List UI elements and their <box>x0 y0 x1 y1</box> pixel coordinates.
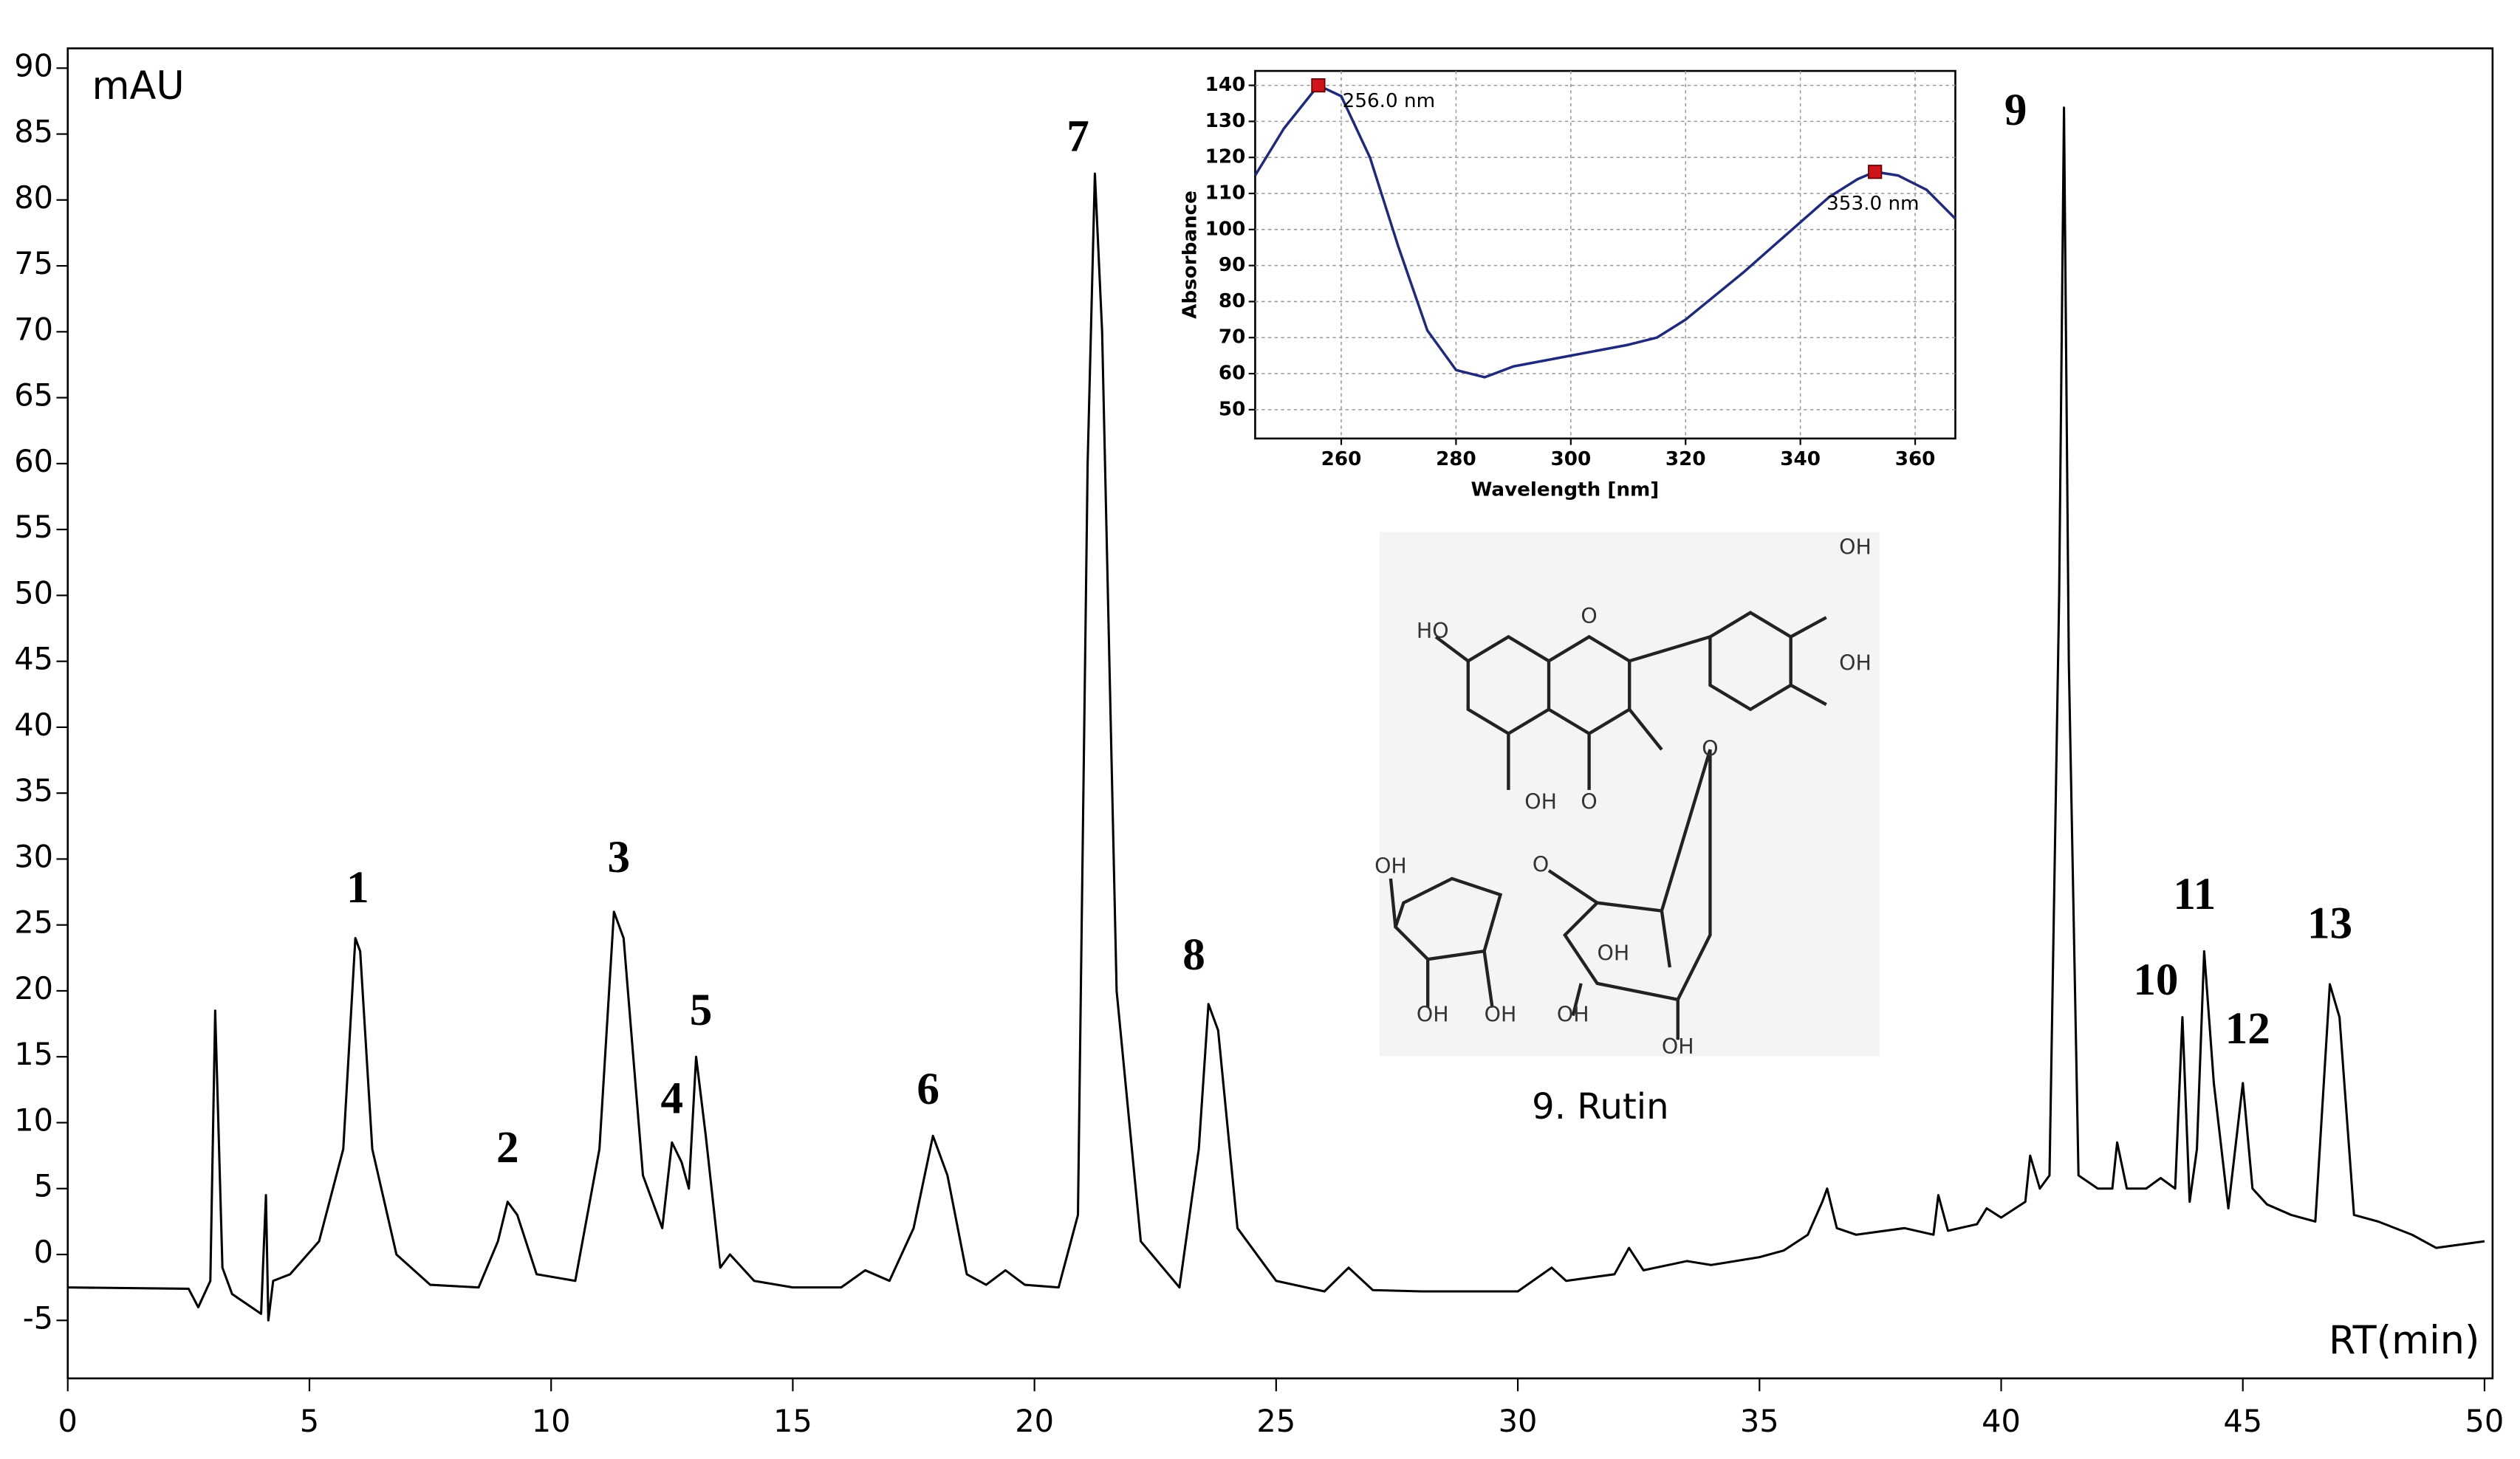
structure-panel <box>1379 532 1880 1057</box>
y-tick-label: 80 <box>1219 290 1245 312</box>
y-tick-label: 90 <box>1219 254 1245 276</box>
atom-label: OH <box>1839 535 1872 559</box>
y-tick-label: 50 <box>14 574 53 611</box>
y-tick-label: 55 <box>14 509 53 545</box>
x-tick-label: 50 <box>2465 1403 2504 1439</box>
y-tick-label: 5 <box>34 1168 53 1204</box>
y-tick-label: 60 <box>1219 363 1245 385</box>
y-tick-label: 80 <box>14 179 53 216</box>
inset-background <box>1166 58 1967 507</box>
y-tick-label: 70 <box>14 311 53 347</box>
plot-frame <box>1254 69 1956 440</box>
x-tick-label: 0 <box>58 1403 78 1439</box>
y-tick-label: -5 <box>23 1300 53 1336</box>
structure: HO OH OH OH O O O O OH OH OH OH OH OH 9.… <box>1374 532 1880 1127</box>
atom-label: OH <box>1598 941 1630 966</box>
y-tick-label: 85 <box>14 114 53 150</box>
peak-label: 7 <box>1066 112 1089 162</box>
atom-label: OH <box>1485 1003 1517 1027</box>
y-tick-label: 30 <box>14 838 53 874</box>
x-tick-label: 5 <box>300 1403 319 1439</box>
peak-label: 3 <box>608 833 631 882</box>
y-tick-label: 45 <box>14 641 53 677</box>
chromatogram: 0 5 10 15 20 25 30 35 40 45 50-5051015202530354045… <box>14 47 2504 1439</box>
y-tick-label: 35 <box>14 772 53 809</box>
y-tick-label: 60 <box>14 443 53 479</box>
x-tick-label: 20 <box>1015 1403 1054 1439</box>
y-tick-label: 15 <box>14 1036 53 1072</box>
peak-label: 4 <box>661 1074 684 1124</box>
structure-caption: 9. Rutin <box>1532 1086 1668 1127</box>
x-tick-label: 340 <box>1780 448 1821 470</box>
peak-label: 353.0 nm <box>1826 193 1919 215</box>
x-tick-label: 30 <box>1499 1403 1538 1439</box>
y-tick-label: 50 <box>1219 398 1245 420</box>
peak-label: 9 <box>2004 86 2027 135</box>
peak-marker <box>1868 165 1883 179</box>
data-line <box>67 106 2485 1322</box>
y-tick-label: 120 <box>1205 146 1246 168</box>
atom-label: OH <box>1524 789 1557 814</box>
atom-label: O <box>1533 853 1549 877</box>
x-tick-label: 360 <box>1895 448 1936 470</box>
atom-label: O <box>1581 604 1597 628</box>
y-tick-label: 100 <box>1205 218 1246 240</box>
peak-label: 1 <box>346 863 369 913</box>
atom-label: HO <box>1417 619 1449 643</box>
atom-label: OH <box>1557 1003 1589 1027</box>
y-tick-label: 75 <box>14 245 53 281</box>
y-axis-label: Absorbance <box>1179 190 1202 319</box>
peak-marker <box>1311 78 1326 93</box>
atom-label: O <box>1581 789 1597 814</box>
atom-label: O <box>1702 736 1718 761</box>
bonds <box>1434 611 1827 790</box>
peak-label: 10 <box>2133 955 2178 1005</box>
peak-label: 12 <box>2225 1004 2270 1054</box>
x-tick-label: 45 <box>2223 1403 2262 1439</box>
data-line <box>1253 83 1956 379</box>
atom-label: OH <box>1417 1003 1449 1027</box>
sugar-bonds <box>1389 749 1712 1040</box>
y-tick-label: 0 <box>34 1234 53 1270</box>
y-tick-label: 65 <box>14 377 53 413</box>
y-tick-label: 10 <box>14 1102 53 1138</box>
y-tick-label: 110 <box>1205 182 1246 205</box>
x-tick-label: 300 <box>1550 448 1591 470</box>
plot-frame <box>66 47 2494 1380</box>
y-tick-label: 140 <box>1205 74 1246 96</box>
y-tick-label: 40 <box>14 707 53 743</box>
peak-label: 8 <box>1182 930 1205 980</box>
atom-label: OH <box>1662 1034 1694 1059</box>
peak-label: 5 <box>690 986 713 1035</box>
x-tick-label: 320 <box>1665 448 1706 470</box>
x-tick-label: 260 <box>1321 448 1362 470</box>
x-axis-label: Wavelength [nm] <box>1470 478 1659 501</box>
y-axis-label: mAU <box>92 63 185 109</box>
peak-label: 2 <box>496 1123 519 1173</box>
x-tick-label: 35 <box>1740 1403 1779 1439</box>
y-tick-label: 70 <box>1219 326 1245 349</box>
x-tick-label: 15 <box>773 1403 812 1439</box>
peak-label: 13 <box>2307 899 2352 948</box>
x-tick-label: 280 <box>1436 448 1476 470</box>
atom-label: OH <box>1839 651 1872 676</box>
x-tick-label: 25 <box>1256 1403 1295 1439</box>
x-tick-label: 10 <box>532 1403 571 1439</box>
y-tick-label: 20 <box>14 970 53 1006</box>
y-tick-label: 25 <box>14 904 53 941</box>
x-axis-label: RT(min) <box>2329 1318 2479 1363</box>
uv-spectrum: 260 280 300 320 340 360 50 60 70 80 90 100 110 120 130… <box>1166 58 1967 507</box>
y-tick-label: 130 <box>1205 110 1246 132</box>
x-tick-label: 40 <box>1982 1403 2021 1439</box>
atom-label: OH <box>1374 854 1407 879</box>
peak-label: 6 <box>917 1065 939 1114</box>
peak-label: 11 <box>2173 870 2216 919</box>
peak-label: 256.0 nm <box>1343 90 1435 112</box>
y-tick-label: 90 <box>14 47 53 83</box>
